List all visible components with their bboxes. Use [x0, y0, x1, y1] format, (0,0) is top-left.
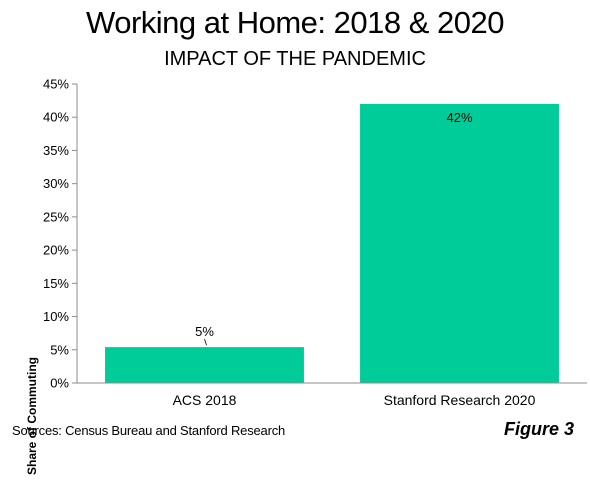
bar-label-leader: [204, 338, 207, 346]
x-tick-label: ACS 2018: [173, 392, 237, 408]
y-tick-label: 20%: [43, 243, 69, 258]
y-axis-ticks: 0% 5% 10% 15% 20% 25% 30% 35% 40% 45%: [43, 77, 77, 391]
y-tick-label: 40%: [43, 110, 69, 125]
bar-chart: 0% 5% 10% 15% 20% 25% 30% 35% 40% 45% 5% 42% ACS 2…: [43, 77, 587, 408]
y-tick-label: 25%: [43, 209, 69, 224]
bar: [105, 347, 304, 383]
bar-value-label: 42%: [446, 110, 472, 125]
y-tick-label: 5%: [50, 342, 69, 357]
chart-title: Working at Home: 2018 & 2020: [86, 5, 504, 40]
chart-subtitle: IMPACT OF THE PANDEMIC: [164, 48, 426, 70]
source-note: Sources: Census Bureau and Stanford Rese…: [12, 423, 286, 438]
x-tick-label: Stanford Research 2020: [384, 392, 536, 408]
bar: [360, 103, 559, 383]
y-tick-label: 10%: [43, 309, 69, 324]
figure-label: Figure 3: [503, 419, 574, 439]
bars: [105, 103, 559, 383]
y-tick-label: 30%: [43, 176, 69, 191]
bar-data-labels: 5% 42%: [195, 110, 473, 346]
y-tick-label: 0%: [50, 376, 69, 391]
y-tick-label: 45%: [43, 77, 69, 92]
x-axis-ticks: ACS 2018 Stanford Research 2020: [173, 392, 536, 408]
y-tick-label: 15%: [43, 276, 69, 291]
y-tick-label: 35%: [43, 143, 69, 158]
bar-value-label: 5%: [195, 324, 214, 339]
